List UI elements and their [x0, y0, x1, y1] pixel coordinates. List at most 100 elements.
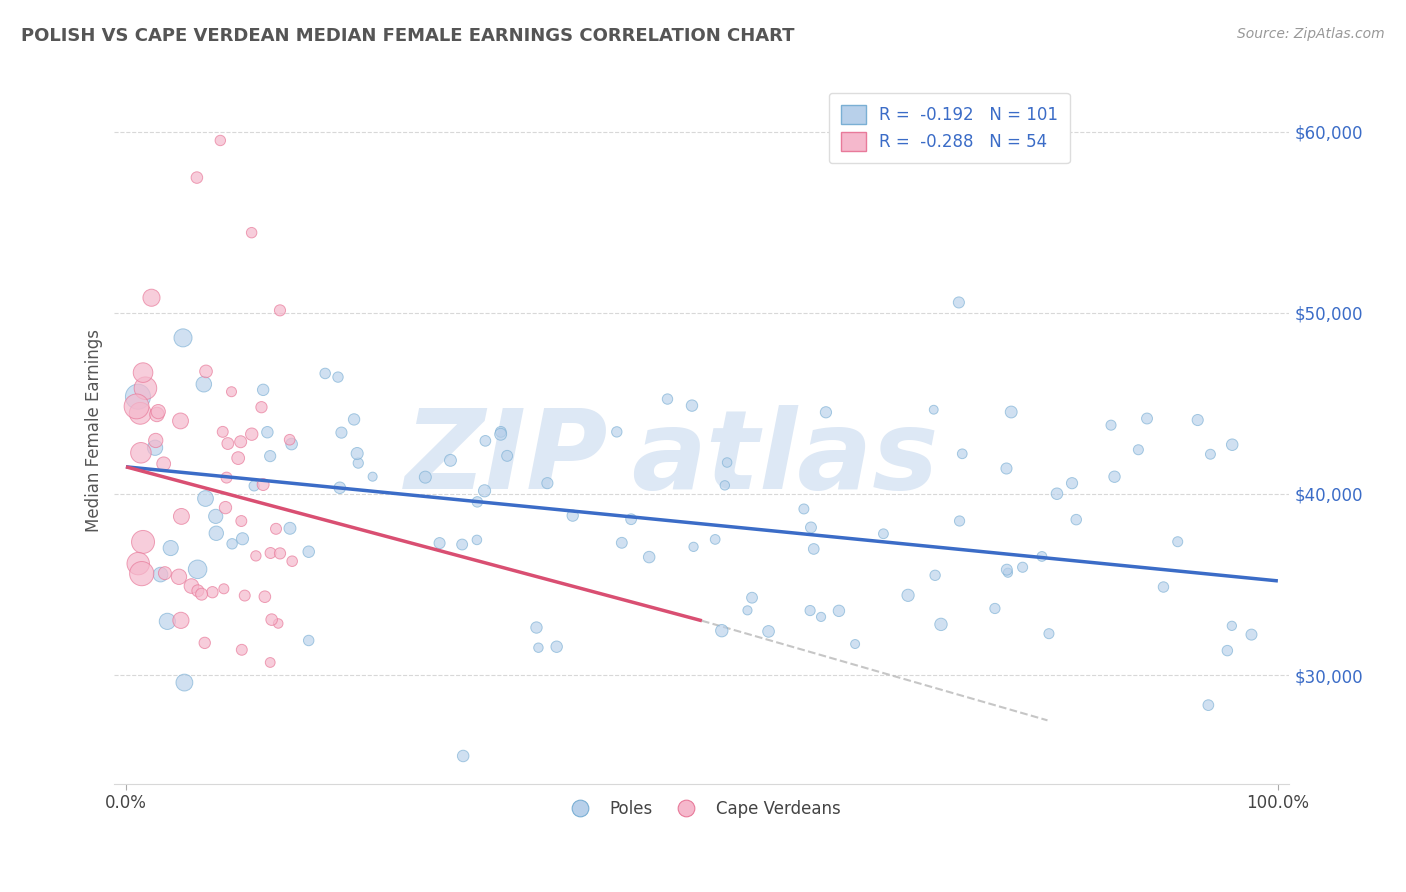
Point: [439, 453, 461, 467]
Point: [741, 591, 763, 605]
Point: [997, 566, 1019, 580]
Point: [214, 500, 236, 515]
Text: Source: ZipAtlas.com: Source: ZipAtlas.com: [1237, 27, 1385, 41]
Point: [948, 295, 970, 310]
Point: [950, 447, 973, 461]
Point: [231, 514, 253, 528]
Point: [496, 449, 519, 463]
Point: [278, 521, 301, 535]
Point: [330, 425, 353, 440]
Point: [814, 405, 837, 419]
Point: [240, 427, 263, 442]
Point: [298, 545, 321, 559]
Point: [173, 675, 195, 690]
Point: [681, 399, 703, 413]
Point: [186, 170, 208, 185]
Point: [737, 603, 759, 617]
Point: [217, 436, 239, 450]
Point: [132, 366, 155, 380]
Point: [231, 532, 253, 546]
Point: [194, 636, 217, 650]
Point: [716, 456, 738, 470]
Point: [252, 383, 274, 397]
Point: [253, 590, 276, 604]
Point: [810, 610, 832, 624]
Point: [212, 582, 235, 596]
Point: [187, 583, 209, 598]
Point: [187, 562, 209, 576]
Point: [347, 456, 370, 470]
Point: [172, 331, 194, 345]
Point: [1220, 438, 1243, 452]
Point: [1046, 486, 1069, 500]
Point: [252, 477, 274, 491]
Point: [260, 613, 283, 627]
Point: [143, 847, 166, 862]
Y-axis label: Median Female Earnings: Median Female Earnings: [86, 329, 103, 533]
Point: [844, 637, 866, 651]
Point: [329, 481, 352, 495]
Point: [229, 434, 252, 449]
Point: [170, 509, 193, 524]
Point: [929, 617, 952, 632]
Point: [1152, 580, 1174, 594]
Point: [281, 554, 304, 568]
Point: [710, 624, 733, 638]
Point: [259, 656, 281, 670]
Point: [489, 427, 512, 442]
Point: [129, 406, 152, 420]
Point: [221, 537, 243, 551]
Point: [1064, 513, 1087, 527]
Point: [657, 392, 679, 406]
Point: [489, 425, 512, 439]
Point: [1197, 698, 1219, 713]
Point: [714, 478, 737, 492]
Point: [704, 533, 727, 547]
Point: [828, 604, 851, 618]
Point: [143, 441, 166, 455]
Point: [195, 364, 218, 378]
Point: [1216, 643, 1239, 657]
Point: [415, 470, 437, 484]
Point: [267, 616, 290, 631]
Point: [298, 633, 321, 648]
Point: [546, 640, 568, 654]
Point: [145, 434, 167, 448]
Point: [924, 568, 946, 582]
Point: [170, 613, 193, 627]
Point: [269, 546, 291, 560]
Point: [149, 567, 172, 582]
Point: [682, 540, 704, 554]
Point: [240, 226, 263, 240]
Point: [148, 404, 170, 418]
Point: [204, 509, 226, 524]
Point: [536, 476, 558, 491]
Point: [606, 425, 628, 439]
Point: [1011, 560, 1033, 574]
Point: [256, 425, 278, 440]
Point: [129, 446, 152, 460]
Point: [264, 522, 287, 536]
Point: [1128, 442, 1150, 457]
Point: [326, 370, 349, 384]
Point: [159, 541, 181, 555]
Point: [259, 546, 281, 560]
Point: [146, 408, 169, 422]
Point: [561, 508, 583, 523]
Point: [153, 566, 176, 581]
Point: [984, 601, 1007, 615]
Point: [1031, 549, 1053, 564]
Point: [1104, 469, 1126, 483]
Point: [474, 434, 496, 448]
Point: [221, 384, 243, 399]
Point: [243, 479, 266, 493]
Point: [758, 624, 780, 639]
Point: [269, 303, 291, 318]
Point: [180, 579, 202, 593]
Point: [1220, 619, 1243, 633]
Point: [897, 588, 920, 602]
Point: [526, 621, 548, 635]
Point: [156, 615, 179, 629]
Point: [638, 550, 661, 565]
Point: [169, 414, 191, 428]
